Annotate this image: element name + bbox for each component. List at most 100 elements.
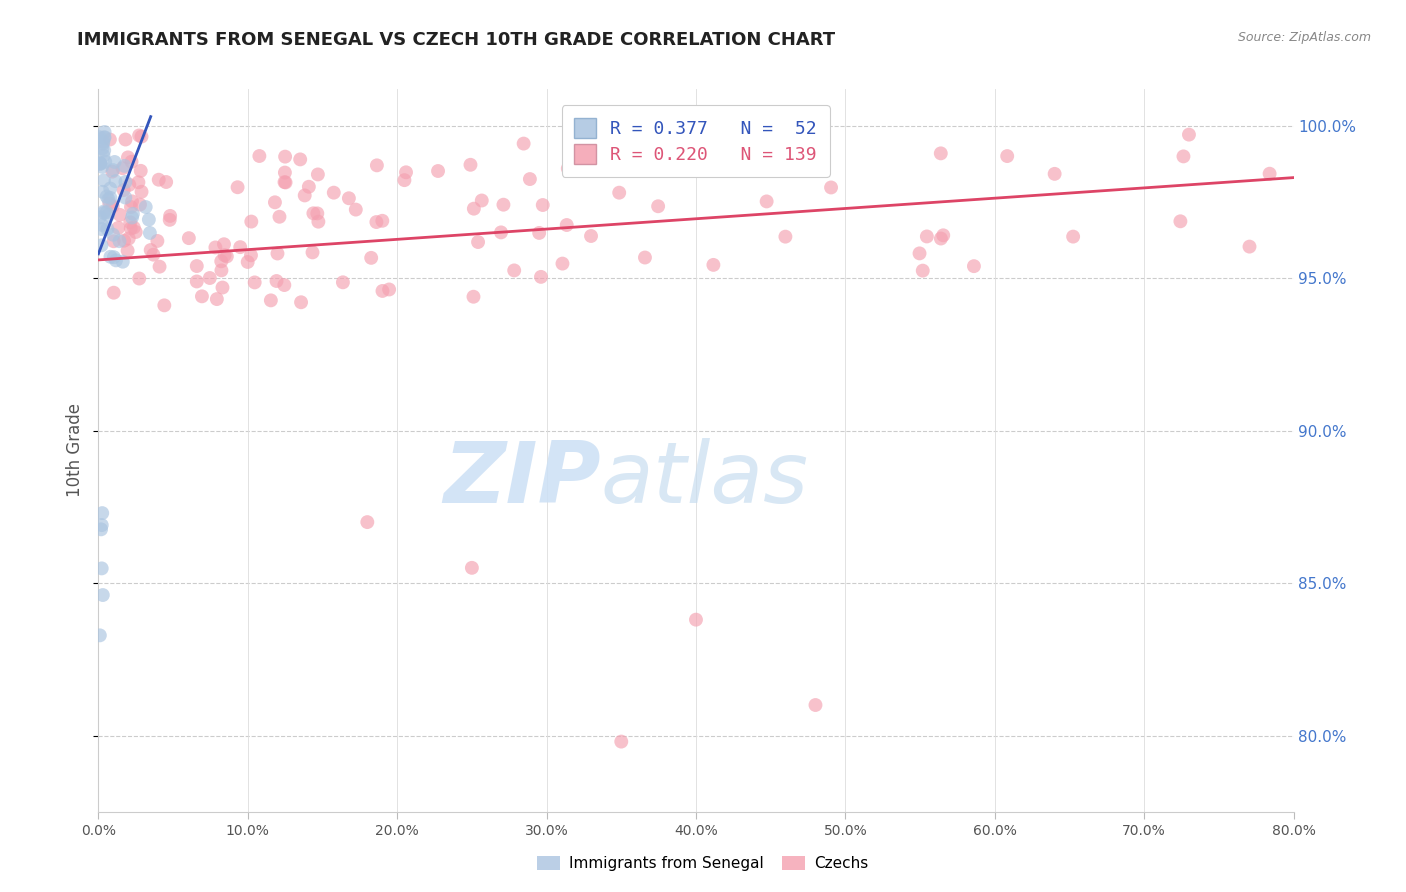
- Point: [301, 245, 323, 260]
- Point: [97, 208, 120, 222]
- Point: [264, 195, 287, 210]
- Point: [117, 244, 139, 258]
- Point: [463, 290, 485, 304]
- Point: [198, 271, 221, 285]
- Point: [1173, 149, 1195, 163]
- Point: [322, 186, 344, 200]
- Point: [1043, 167, 1066, 181]
- Point: [120, 221, 142, 235]
- Point: [108, 234, 131, 248]
- Point: [579, 229, 602, 244]
- Point: [93, 135, 115, 149]
- Point: [103, 250, 125, 264]
- Point: [103, 234, 125, 248]
- Point: [247, 149, 270, 163]
- Y-axis label: 10th Grade: 10th Grade: [66, 403, 84, 498]
- Point: [240, 248, 263, 262]
- Point: [118, 231, 141, 245]
- Point: [104, 155, 127, 169]
- Point: [461, 561, 484, 575]
- Point: [531, 198, 554, 212]
- Point: [90, 561, 112, 575]
- Point: [204, 240, 226, 254]
- Point: [100, 250, 122, 264]
- Point: [101, 163, 124, 178]
- Point: [98, 196, 121, 211]
- Point: [91, 136, 114, 151]
- Point: [360, 251, 382, 265]
- Point: [226, 180, 249, 194]
- Point: [557, 161, 579, 176]
- Point: [127, 175, 149, 189]
- Point: [215, 249, 238, 263]
- Point: [104, 174, 127, 188]
- Point: [929, 146, 952, 161]
- Point: [209, 263, 232, 277]
- Point: [269, 210, 291, 224]
- Point: [911, 263, 934, 277]
- Point: [1239, 239, 1261, 253]
- Point: [932, 228, 955, 243]
- Point: [93, 144, 115, 158]
- Point: [96, 222, 118, 236]
- Point: [820, 180, 842, 194]
- Point: [114, 175, 136, 189]
- Point: [104, 253, 127, 268]
- Point: [1062, 229, 1084, 244]
- Point: [211, 280, 233, 294]
- Point: [89, 211, 111, 225]
- Point: [177, 231, 200, 245]
- Point: [963, 259, 986, 273]
- Point: [378, 283, 401, 297]
- Point: [90, 518, 112, 533]
- Point: [266, 246, 288, 260]
- Point: [114, 190, 136, 204]
- Point: [344, 202, 367, 217]
- Point: [337, 191, 360, 205]
- Point: [755, 194, 778, 209]
- Point: [273, 278, 295, 293]
- Point: [153, 298, 176, 312]
- Point: [129, 197, 152, 211]
- Point: [290, 295, 312, 310]
- Point: [108, 208, 131, 222]
- Point: [121, 194, 143, 209]
- Point: [634, 251, 657, 265]
- Point: [93, 125, 115, 139]
- Point: [647, 199, 669, 213]
- Point: [98, 132, 121, 146]
- Point: [122, 207, 145, 221]
- Point: [307, 168, 329, 182]
- Point: [356, 515, 378, 529]
- Point: [307, 215, 329, 229]
- Point: [121, 154, 143, 169]
- Point: [332, 275, 354, 289]
- Point: [131, 129, 153, 144]
- Point: [138, 212, 160, 227]
- Point: [908, 246, 931, 260]
- Point: [120, 215, 142, 229]
- Point: [89, 156, 111, 170]
- Point: [266, 274, 288, 288]
- Point: [503, 263, 526, 277]
- Point: [112, 159, 135, 173]
- Point: [93, 130, 115, 145]
- Point: [90, 222, 112, 236]
- Point: [112, 234, 135, 248]
- Point: [804, 698, 827, 712]
- Point: [519, 172, 541, 186]
- Point: [489, 226, 512, 240]
- Point: [775, 229, 797, 244]
- Point: [394, 173, 416, 187]
- Point: [91, 141, 114, 155]
- Point: [530, 269, 553, 284]
- Point: [209, 254, 232, 268]
- Point: [148, 172, 170, 186]
- Point: [685, 613, 707, 627]
- Point: [302, 206, 325, 220]
- Point: [122, 220, 145, 235]
- Point: [93, 148, 115, 162]
- Point: [995, 149, 1018, 163]
- Point: [607, 186, 630, 200]
- Point: [128, 128, 150, 143]
